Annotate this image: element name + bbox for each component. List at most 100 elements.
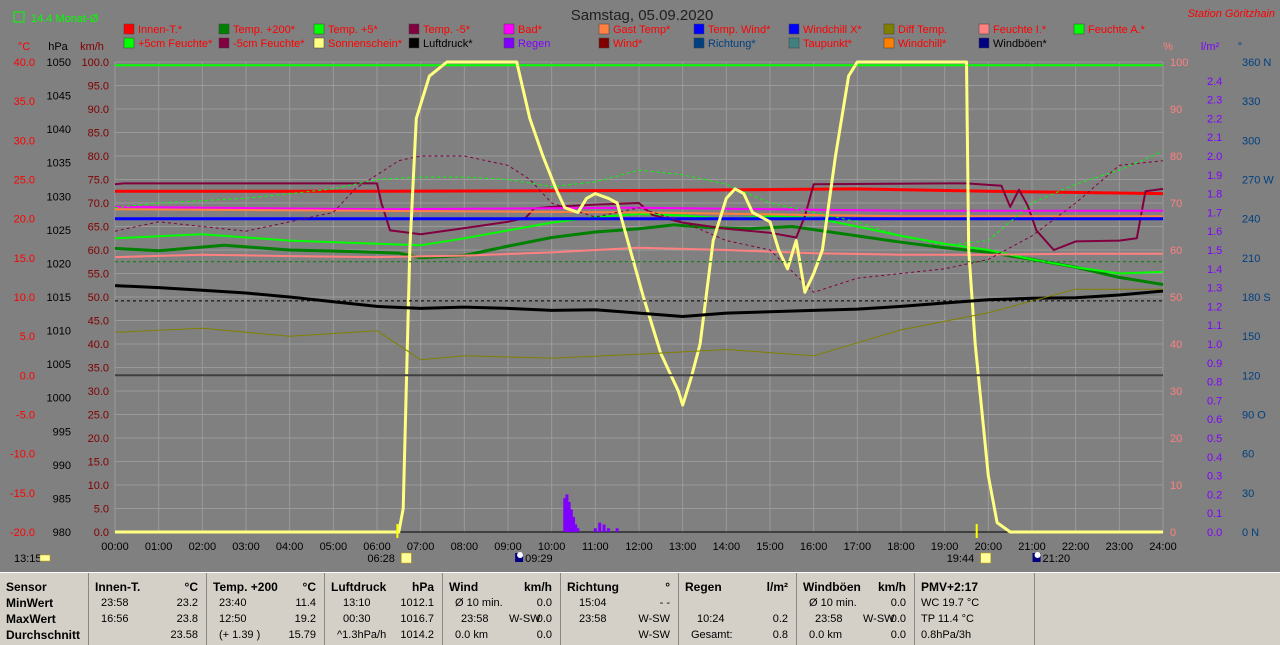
stats-regen-column: Regen l/m² 10:24 0.2 Gesamt: 0.8 [678, 573, 796, 645]
time-tick-label: 05:00 [320, 541, 348, 553]
time-tick-label: 17:00 [844, 541, 872, 553]
time-tick-label: 21:00 [1018, 541, 1046, 553]
temp-unit-label: °C [18, 41, 30, 53]
time-tick-label: 09:00 [494, 541, 522, 553]
temp-tick-label: 15.0 [14, 253, 35, 265]
kmh-tick-label: 40.0 [88, 339, 109, 351]
stats-temp200-unit: °C [302, 580, 316, 594]
stats-innen-min-value: 23.2 [176, 597, 198, 609]
legend-item: Gast Temp* [598, 23, 671, 36]
hpa-tick-label: 995 [53, 426, 71, 438]
stats-innen-avg-value: 23.58 [170, 629, 198, 641]
hpa-tick-label: 1015 [47, 292, 71, 304]
hpa-tick-label: 990 [53, 460, 71, 472]
legend-item: Temp. Wind* [693, 23, 771, 36]
rain-tick-label: 2.3 [1207, 95, 1222, 107]
month-average-indicator: 14.4 Monat-Ø [13, 11, 99, 25]
time-tick-label: 07:00 [407, 541, 435, 553]
stats-richtung-column: Richtung ° 15:04 - - 23:58 W-SW W-SW [560, 573, 678, 645]
stats-boen-unit: km/h [877, 580, 906, 594]
rain-tick-label: 0.0 [1207, 527, 1222, 539]
stats-temp200-title: Temp. +200 [213, 580, 278, 594]
stats-wind-max-dir: W-SW [509, 613, 541, 625]
moon-event-label: 21:20 [1043, 553, 1071, 565]
series-line [114, 288, 1163, 361]
stats-richtung-avg-value: W-SW [638, 629, 670, 641]
stats-boen-distance: 0.0 km [809, 629, 843, 641]
chart-title: Samstag, 05.09.2020 [571, 7, 714, 24]
legend-label: Wind* [613, 38, 643, 50]
time-tick-label: 12:00 [625, 541, 653, 553]
stats-innen-column: Innen-T. °C 23:58 23.2 16:56 23.8 23.58 [88, 573, 206, 645]
stats-max-label: MaxWert [6, 612, 56, 626]
legend-item: Regen [503, 37, 550, 50]
hpa-tick-label: 1045 [47, 91, 71, 103]
hpa-tick-label: 1030 [47, 191, 71, 203]
stats-temp200-column: Temp. +200 °C 23:40 11.4 12:50 19.2 (+ 1.39… [206, 573, 324, 645]
kmh-tick-label: 85.0 [88, 128, 109, 140]
legend-swatch [883, 23, 895, 35]
legend-item: Temp. -5* [408, 23, 471, 36]
stats-regen-total-label: Gesamt: [691, 629, 733, 641]
stats-pmv-windchill: WC 19.7 °C [921, 597, 980, 609]
legend-swatch [313, 37, 325, 49]
sunset-label: 19:44 [947, 553, 975, 565]
dir-tick-label: 150 [1242, 331, 1260, 343]
time-tick-label: 24:00 [1149, 541, 1177, 553]
stats-wind-distance: 0.0 km [455, 629, 489, 641]
legend-label: Temp. +200* [233, 24, 296, 36]
legend-swatch [408, 23, 420, 35]
kmh-tick-label: 75.0 [88, 175, 109, 187]
legend-swatch [693, 23, 705, 35]
time-tick-label: 16:00 [800, 541, 828, 553]
stats-luftdruck-title: Luftdruck [331, 580, 387, 594]
hpa-tick-label: 1010 [47, 326, 71, 338]
stats-temp200-max-value: 19.2 [294, 613, 316, 625]
hpa-tick-label: 1020 [47, 258, 71, 270]
rain-bar [572, 516, 575, 532]
rain-tick-label: 1.0 [1207, 339, 1222, 351]
series-line [114, 208, 1163, 218]
stats-avg-label: Durchschnitt [6, 628, 81, 642]
rain-bar [593, 528, 597, 532]
legend-swatch [598, 37, 610, 49]
dir-tick-label: 180 S [1242, 292, 1271, 304]
month-average-label: 14.4 Monat-Ø [31, 13, 99, 25]
stats-boen-max-dir: W-SW [863, 613, 895, 625]
time-tick-label: 13:00 [669, 541, 697, 553]
kmh-tick-label: 25.0 [88, 410, 109, 422]
stats-boen-min-value: 0.0 [890, 597, 906, 609]
legend-swatch [408, 37, 420, 49]
temp-tick-label: 40.0 [14, 57, 35, 69]
stats-regen-max-value: 0.2 [772, 613, 788, 625]
rain-tick-label: 2.1 [1207, 132, 1222, 144]
kmh-tick-label: 70.0 [88, 198, 109, 210]
stats-boen-column: Windböen km/h Ø 10 min. 0.0 23:58 W-SW 0.0 0… [796, 573, 914, 645]
legend-item: Feuchte A.* [1073, 23, 1146, 36]
stats-wind-avg-value: 0.0 [536, 629, 552, 641]
legend-label: Bad* [518, 24, 543, 36]
hpa-tick-label: 985 [53, 493, 71, 505]
temp-tick-label: 20.0 [14, 214, 35, 226]
station-name: Station Göritzhain [1188, 8, 1275, 20]
rain-tick-label: 0.6 [1207, 414, 1222, 426]
rain-bar [602, 524, 606, 532]
stats-luftdruck-min-time: 13:10 [343, 597, 371, 609]
legend-item: Diff Temp. [883, 23, 947, 36]
legend-swatch [123, 37, 135, 49]
dir-tick-label: 30 [1242, 488, 1254, 500]
legend-label: Innen-T.* [138, 24, 183, 36]
stats-temp200-min-time: 23:40 [219, 597, 247, 609]
rain-tick-label: 0.2 [1207, 489, 1222, 501]
temp-tick-label: 25.0 [14, 175, 35, 187]
time-tick-label: 10:00 [538, 541, 566, 553]
time-tick-label: 02:00 [189, 541, 217, 553]
dir-tick-label: 90 O [1242, 410, 1266, 422]
dir-tick-label: 210 [1242, 253, 1260, 265]
legend-label: -5cm Feuchte* [233, 38, 305, 50]
pct-tick-label: 60 [1170, 245, 1182, 257]
hpa-tick-label: 1005 [47, 359, 71, 371]
legend-label: Windböen* [993, 38, 1048, 50]
legend-item: Windchill X* [788, 23, 862, 36]
kmh-tick-label: 30.0 [88, 386, 109, 398]
